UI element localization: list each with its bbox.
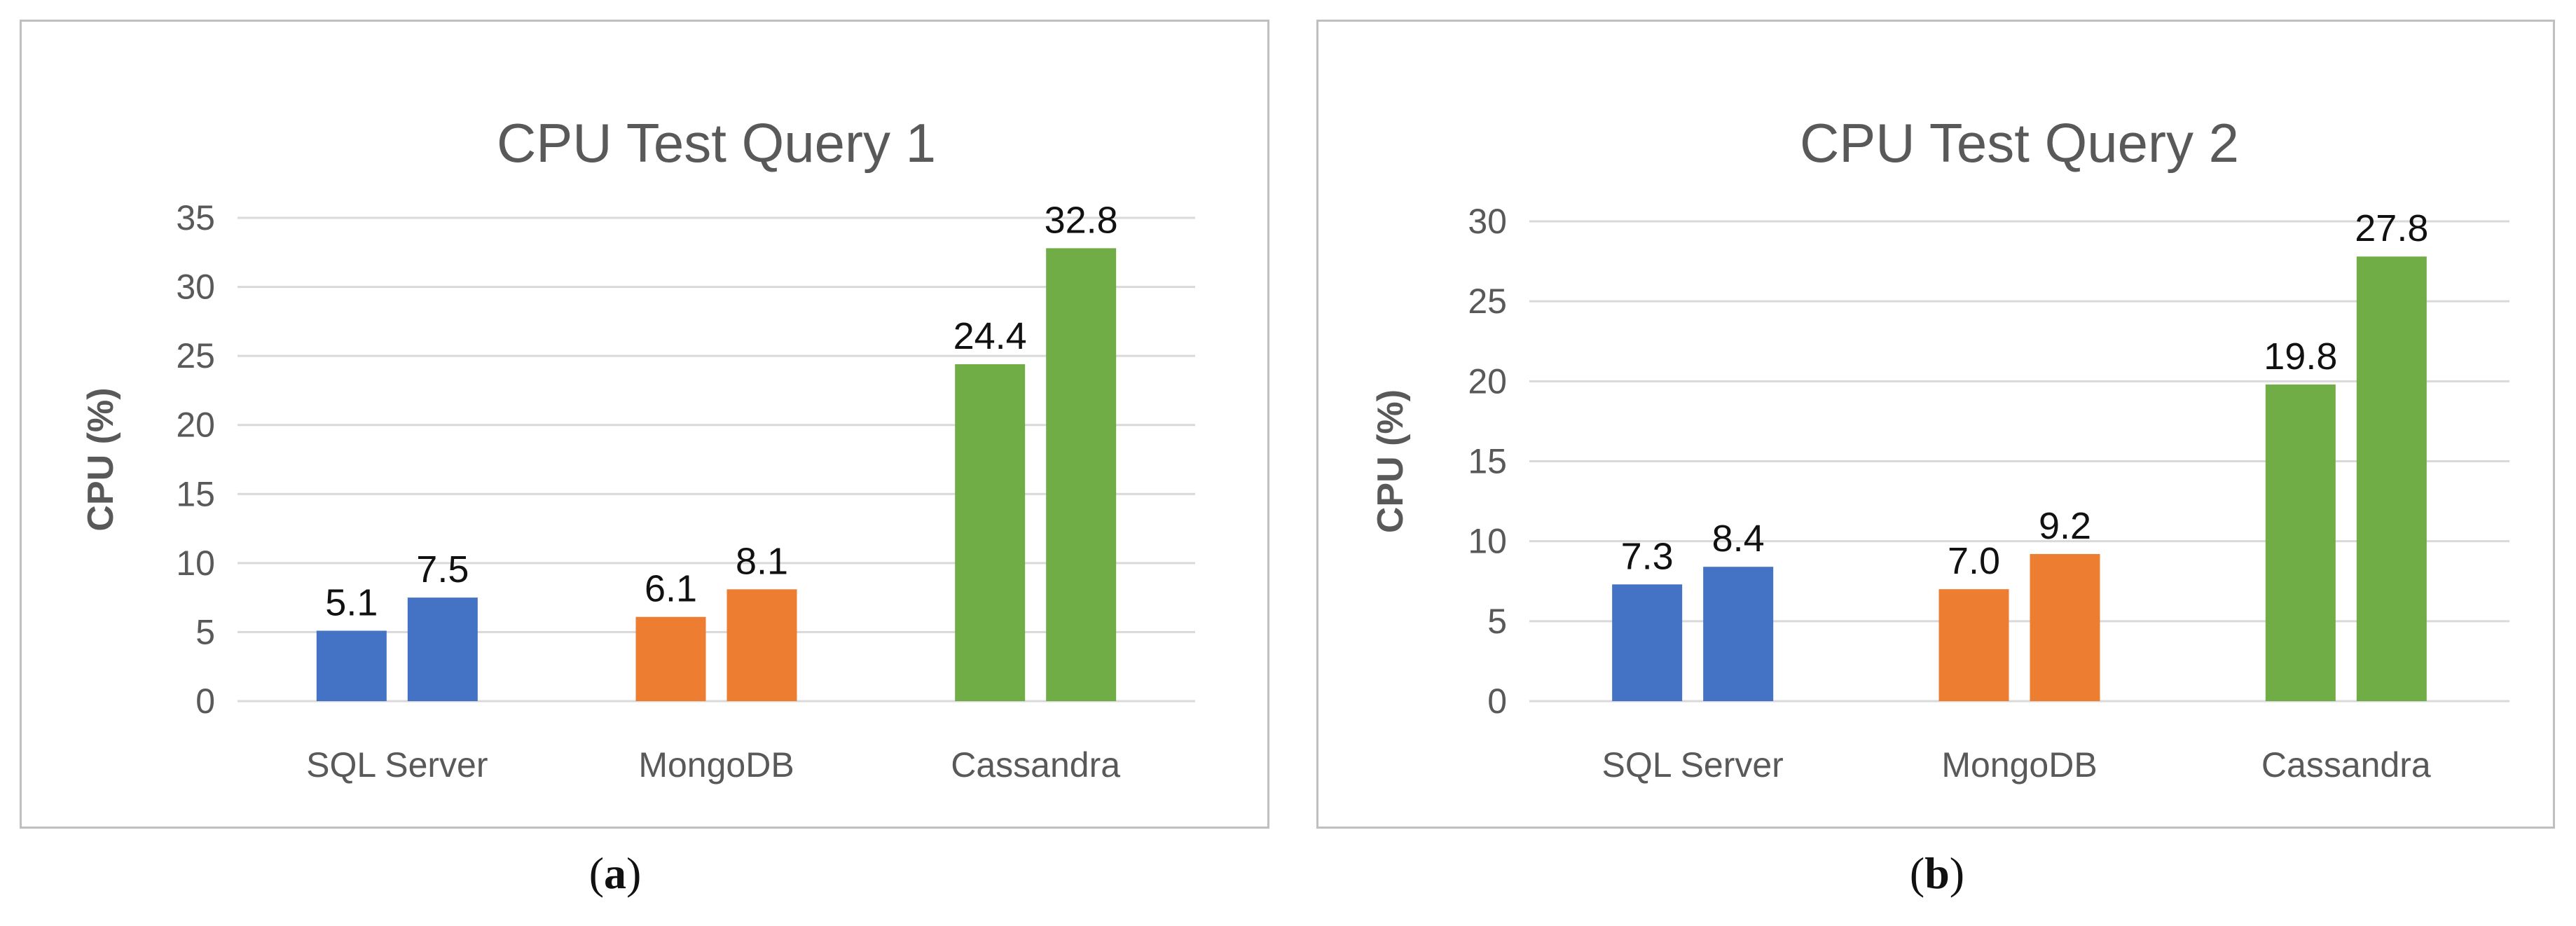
data-label: 6.1 [645, 568, 697, 610]
bar [1046, 248, 1117, 701]
bar [2030, 553, 2100, 701]
x-tick-label: SQL Server [306, 745, 488, 785]
y-axis-label: CPU (%) [1370, 389, 1411, 533]
data-label: 19.8 [2264, 336, 2337, 378]
bar [407, 597, 478, 701]
data-label: 9.2 [2039, 505, 2091, 547]
y-tick-label: 25 [176, 336, 215, 375]
chart-panel-b: CPU Test Query 2 0 5 10 15 20 25 30 CPU (%) 7.3 8.… [1316, 20, 2555, 829]
bar [1703, 567, 1774, 701]
caption-b-letter: b [1924, 848, 1950, 898]
y-tick-label: 15 [176, 474, 215, 513]
data-label: 8.1 [736, 540, 788, 582]
y-tick-label: 0 [195, 682, 215, 721]
y-tick-label: 25 [1468, 282, 1507, 321]
bar [316, 630, 387, 701]
y-tick-label: 5 [195, 612, 215, 651]
data-label: 7.5 [416, 548, 469, 590]
data-label: 5.1 [325, 581, 378, 623]
data-label: 8.4 [1712, 518, 1765, 560]
chart-title: CPU Test Query 2 [1800, 112, 2239, 174]
y-axis-label: CPU (%) [81, 387, 121, 531]
caption-a: (a) [589, 848, 642, 899]
caption-b: (b) [1910, 848, 1964, 899]
y-tick-label: 20 [1468, 361, 1507, 401]
y-tick-label: 10 [1468, 522, 1507, 561]
caption-b-close: ) [1949, 848, 1965, 898]
bar [2265, 384, 2336, 701]
caption-a-close: ) [626, 848, 642, 898]
bar [955, 364, 1026, 701]
x-tick-label: Cassandra [951, 745, 1120, 785]
data-label: 24.4 [953, 315, 1027, 357]
bar [635, 616, 706, 701]
bar [1612, 584, 1683, 701]
x-tick-label: MongoDB [638, 745, 794, 785]
y-tick-label: 30 [1468, 202, 1507, 241]
y-tick-label: 10 [176, 544, 215, 583]
caption-a-open: ( [588, 848, 604, 898]
y-tick-label: 0 [1487, 682, 1507, 721]
chart-a: CPU Test Query 1 0 5 10 15 20 25 30 35 CPU (%) 5.1… [81, 112, 1195, 785]
bar [726, 589, 797, 701]
chart-panel-a: CPU Test Query 1 0 5 10 15 20 25 30 35 CPU (%) 5.1… [20, 20, 1269, 829]
x-tick-label: SQL Server [1602, 745, 1783, 785]
caption-b-open: ( [1909, 848, 1925, 898]
data-label: 32.8 [1045, 199, 1118, 241]
data-label: 7.0 [1948, 540, 2000, 582]
caption-a-letter: a [604, 848, 626, 898]
data-label: 7.3 [1621, 535, 1674, 577]
y-tick-label: 20 [176, 406, 215, 445]
x-tick-label: Cassandra [2261, 745, 2431, 785]
y-tick-label: 15 [1468, 442, 1507, 481]
chart-title: CPU Test Query 1 [497, 112, 936, 174]
y-tick-label: 35 [176, 198, 215, 237]
x-tick-label: MongoDB [1941, 745, 2097, 785]
bar [2356, 256, 2427, 701]
bar [1938, 589, 2009, 701]
y-tick-label: 5 [1487, 602, 1507, 641]
y-tick-label: 30 [176, 268, 215, 307]
data-label: 27.8 [2355, 207, 2428, 249]
chart-b: CPU Test Query 2 0 5 10 15 20 25 30 CPU (%) 7.3 8.… [1370, 112, 2509, 785]
